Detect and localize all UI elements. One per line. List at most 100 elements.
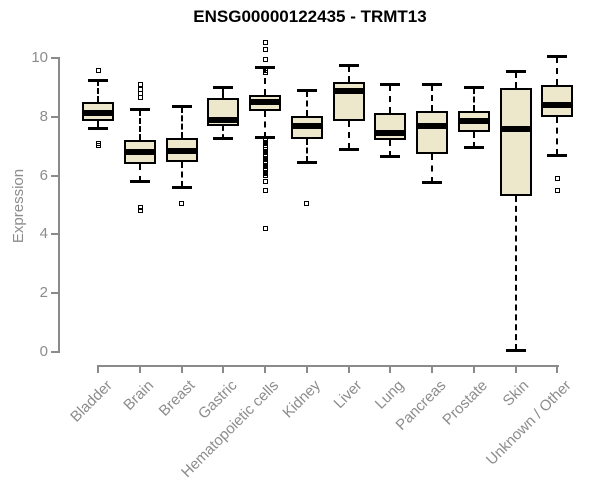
y-axis-tick: [51, 292, 58, 295]
outlier-point-hematopoietic-cells: [262, 179, 268, 185]
median-liver: [332, 87, 365, 94]
box-skin: [499, 87, 532, 197]
lower-whisker-cap-hematopoietic-cells: [255, 136, 276, 140]
upper-whisker-breast: [180, 106, 183, 138]
lower-whisker-cap-bladder: [88, 127, 109, 131]
upper-whisker-cap-skin: [505, 70, 526, 73]
y-tick-label: 10: [31, 49, 48, 67]
upper-whisker-bladder: [97, 80, 100, 103]
lower-whisker-cap-breast: [171, 185, 192, 189]
x-tick-label-skin: Skin: [499, 377, 533, 410]
upper-whisker-cap-gastric: [213, 86, 234, 90]
upper-whisker-brain: [139, 109, 142, 141]
y-axis-tick: [51, 115, 58, 118]
upper-whisker-hematopoietic-cells: [264, 67, 267, 95]
lower-whisker-bladder: [97, 121, 100, 129]
upper-whisker-unknown-other: [556, 56, 559, 85]
lower-whisker-cap-lung: [380, 155, 401, 159]
outlier-point-hematopoietic-cells: [262, 67, 268, 73]
upper-whisker-kidney: [305, 90, 308, 116]
y-tick-label: 0: [39, 342, 48, 360]
x-tick-label-bladder: Bladder: [66, 377, 116, 426]
lower-whisker-prostate: [472, 131, 475, 148]
median-skin: [499, 125, 532, 132]
outlier-point-brain: [137, 205, 143, 211]
x-tick-label-prostate: Prostate: [439, 377, 491, 429]
lower-whisker-cap-kidney: [296, 160, 317, 164]
upper-whisker-cap-lung: [380, 83, 401, 87]
lower-whisker-lung: [389, 140, 392, 157]
lower-whisker-kidney: [305, 138, 308, 163]
x-axis-tick: [97, 366, 100, 373]
outlier-point-hematopoietic-cells: [262, 39, 268, 45]
lower-whisker-cap-gastric: [213, 137, 234, 141]
x-axis-tick: [556, 366, 559, 373]
lower-whisker-cap-liver: [338, 147, 359, 151]
upper-whisker-cap-pancreas: [422, 83, 443, 87]
median-hematopoietic-cells: [249, 99, 282, 106]
y-tick-label: 4: [39, 225, 48, 243]
median-kidney: [290, 122, 323, 129]
x-tick-label-brain: Brain: [120, 377, 158, 414]
upper-whisker-prostate: [472, 87, 475, 112]
upper-whisker-liver: [347, 65, 350, 82]
upper-whisker-cap-bladder: [88, 78, 109, 82]
outlier-point-hematopoietic-cells: [262, 57, 268, 63]
upper-whisker-cap-liver: [338, 64, 359, 68]
x-axis-tick: [180, 366, 183, 373]
lower-whisker-breast: [180, 162, 183, 188]
lower-whisker-cap-unknown-other: [547, 153, 568, 157]
y-axis-line: [58, 57, 60, 353]
x-axis-tick: [514, 366, 517, 373]
outlier-point-hematopoietic-cells: [262, 173, 268, 179]
y-axis-tick: [51, 350, 58, 353]
outlier-point-brain: [137, 95, 143, 101]
outlier-point-unknown-other: [554, 187, 560, 193]
y-tick-label: 2: [39, 284, 48, 302]
x-axis-tick: [389, 366, 392, 373]
upper-whisker-cap-hematopoietic-cells: [255, 65, 276, 69]
outlier-point-bladder: [95, 67, 101, 73]
x-tick-label-lung: Lung: [371, 377, 408, 413]
lower-whisker-skin: [514, 196, 517, 351]
y-axis-tick: [51, 233, 58, 236]
y-axis-tick: [51, 57, 58, 60]
lower-whisker-liver: [347, 121, 350, 150]
x-axis-tick: [222, 366, 225, 373]
median-breast: [165, 147, 198, 154]
median-bladder: [82, 109, 115, 116]
chart-title: ENSG00000122435 - TRMT13: [193, 7, 427, 26]
box-pancreas: [416, 111, 449, 154]
outlier-point-unknown-other: [554, 176, 560, 182]
x-axis-tick: [347, 366, 350, 373]
x-axis-tick: [264, 366, 267, 373]
x-axis-tick: [472, 366, 475, 373]
y-tick-label: 6: [39, 166, 48, 184]
outlier-point-brain: [137, 208, 143, 214]
x-axis-tick: [139, 366, 142, 373]
median-unknown-other: [541, 102, 574, 109]
lower-whisker-cap-brain: [130, 180, 151, 184]
y-axis-tick: [51, 174, 58, 177]
x-tick-label-liver: Liver: [330, 377, 366, 413]
y-tick-label: 8: [39, 107, 48, 125]
lower-whisker-cap-pancreas: [422, 181, 443, 185]
x-axis-tick: [431, 366, 434, 373]
x-tick-label-breast: Breast: [156, 377, 199, 420]
median-prostate: [457, 118, 490, 125]
box-unknown-other: [541, 84, 574, 117]
upper-whisker-cap-breast: [171, 105, 192, 109]
lower-whisker-hematopoietic-cells: [264, 111, 267, 138]
lower-whisker-cap-prostate: [463, 146, 484, 150]
x-axis-line: [97, 365, 559, 367]
lower-whisker-cap-skin: [505, 348, 526, 352]
outlier-point-hematopoietic-cells: [262, 46, 268, 52]
upper-whisker-cap-prostate: [463, 86, 484, 90]
lower-whisker-gastric: [222, 125, 225, 139]
outlier-point-hematopoietic-cells: [262, 70, 268, 76]
upper-whisker-gastric: [222, 87, 225, 98]
median-lung: [374, 130, 407, 137]
outlier-point-hematopoietic-cells: [262, 225, 268, 231]
upper-whisker-pancreas: [431, 84, 434, 112]
